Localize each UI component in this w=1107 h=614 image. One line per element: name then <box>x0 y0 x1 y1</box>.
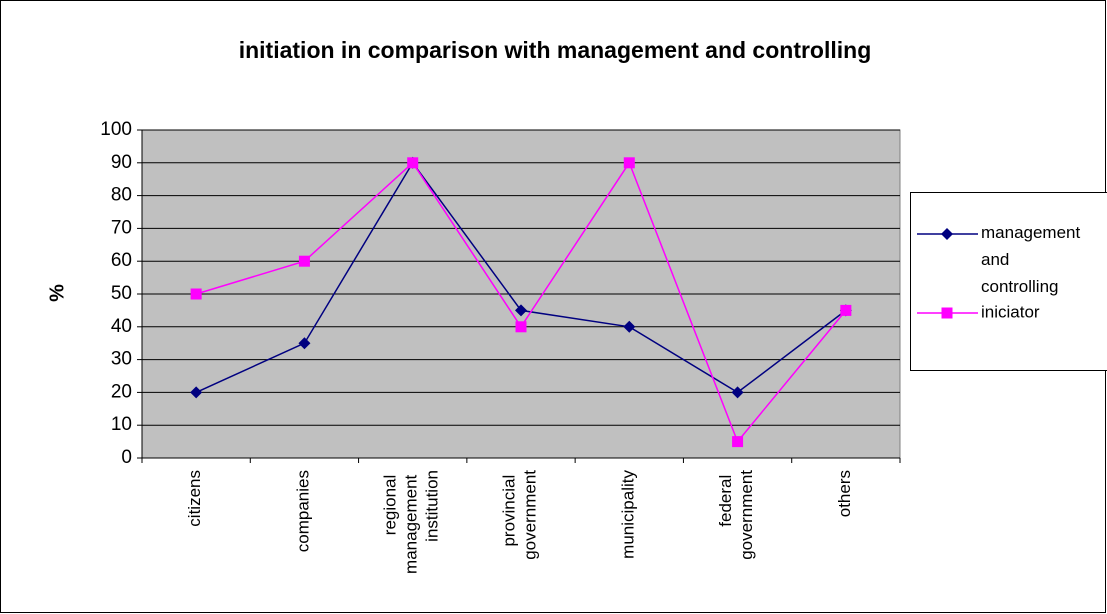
y-axis-label: % <box>46 284 68 302</box>
y-tick-label: 80 <box>111 185 132 206</box>
legend: management and controlling iniciator <box>910 192 1107 371</box>
marker <box>941 307 953 319</box>
chart-title: initiation in comparison with management… <box>239 37 872 63</box>
y-tick-label: 100 <box>100 119 132 140</box>
marker <box>731 386 744 399</box>
marker <box>190 288 202 300</box>
y-tick-label: 0 <box>121 447 132 468</box>
marker <box>407 157 419 169</box>
x-tick-label: citizens <box>186 470 205 527</box>
y-tick-label: 70 <box>111 217 132 238</box>
legend-box <box>910 192 1107 371</box>
x-tick-label: regional management institution <box>381 470 442 574</box>
x-tick-label: others <box>835 470 854 517</box>
x-tick-label: companies <box>294 470 313 552</box>
y-tick-label: 20 <box>111 381 132 402</box>
legend-label: iniciator <box>981 302 1040 321</box>
marker <box>515 304 527 317</box>
marker <box>840 304 852 316</box>
y-tick-label: 40 <box>111 316 132 337</box>
marker <box>623 320 636 333</box>
marker <box>732 436 744 448</box>
marker <box>298 255 310 267</box>
x-tick-label: municipality <box>619 470 638 559</box>
y-tick-label: 50 <box>111 283 132 304</box>
marker <box>190 386 203 399</box>
y-tick-label: 30 <box>111 349 132 370</box>
y-tick-label: 90 <box>111 152 132 173</box>
legend-label: management and controlling <box>981 223 1085 296</box>
y-tick-label: 10 <box>111 414 132 435</box>
marker <box>941 228 953 240</box>
y-tick-label: 60 <box>111 250 132 271</box>
marker <box>623 157 635 169</box>
x-tick-label: federal government <box>717 470 757 560</box>
marker <box>298 337 311 350</box>
x-tick-label: provincial government <box>500 470 540 560</box>
marker <box>515 321 527 333</box>
